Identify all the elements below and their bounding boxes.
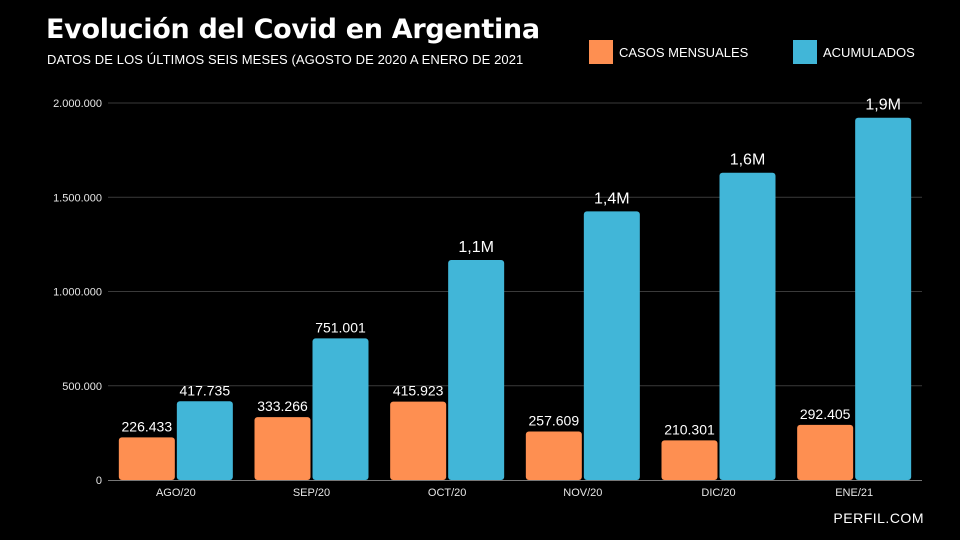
y-tick-label: 1.000.000 (53, 287, 102, 299)
bar-acumulados (176, 401, 233, 480)
bar-acumulados (855, 117, 912, 480)
x-tick-label: AGO/20 (156, 487, 196, 499)
data-label-acumulados: 1,1M (458, 239, 494, 256)
data-label-casos-mensuales: 257.609 (529, 412, 580, 428)
bar-casos-mensuales (118, 437, 175, 480)
y-tick-label: 1.500.000 (53, 192, 102, 204)
bar-casos-mensuales (661, 440, 718, 480)
bar-casos-mensuales (797, 424, 854, 480)
y-tick-label: 0 (96, 475, 102, 487)
legend-swatch-casos-mensuales (589, 40, 613, 64)
data-label-casos-mensuales: 226.433 (122, 418, 173, 434)
data-label-acumulados: 417.735 (180, 382, 231, 398)
data-label-casos-mensuales: 333.266 (257, 398, 308, 414)
x-tick-label: DIC/20 (701, 487, 735, 499)
x-tick-label: NOV/20 (563, 487, 602, 499)
x-tick-label: OCT/20 (428, 487, 467, 499)
legend-label-acumulados: ACUMULADOS (823, 44, 915, 60)
bar-casos-mensuales (525, 431, 582, 480)
bar-acumulados (448, 260, 505, 480)
bar-casos-mensuales (254, 417, 311, 480)
data-label-acumulados: 751.001 (315, 319, 366, 335)
y-tick-label: 500.000 (62, 381, 102, 393)
x-tick-label: ENE/21 (835, 487, 873, 499)
chart-title: Evolución del Covid en Argentina (46, 14, 540, 45)
bar-acumulados (312, 338, 369, 480)
source-credit: PERFIL.COM (833, 510, 924, 526)
legend-item-acumulados: ACUMULADOS (793, 40, 915, 64)
legend-item-casos-mensuales: CASOS MENSUALES (589, 40, 748, 64)
bar-casos-mensuales (390, 401, 447, 480)
y-tick-label: 2.000.000 (53, 98, 102, 110)
chart-subtitle: DATOS DE LOS ÚLTIMOS SEIS MESES (AGOSTO … (47, 52, 524, 67)
x-tick-label: SEP/20 (293, 487, 330, 499)
bar-acumulados (719, 172, 776, 480)
data-label-acumulados: 1,4M (594, 190, 630, 207)
bar-acumulados (583, 211, 640, 480)
data-label-casos-mensuales: 415.923 (393, 383, 444, 399)
data-label-casos-mensuales: 210.301 (664, 421, 715, 437)
data-label-acumulados: 1,9M (865, 97, 901, 114)
legend-label-casos-mensuales: CASOS MENSUALES (619, 44, 749, 60)
data-label-casos-mensuales: 292.405 (800, 406, 851, 422)
legend-swatch-acumulados (793, 40, 817, 64)
data-label-acumulados: 1,6M (730, 152, 766, 169)
